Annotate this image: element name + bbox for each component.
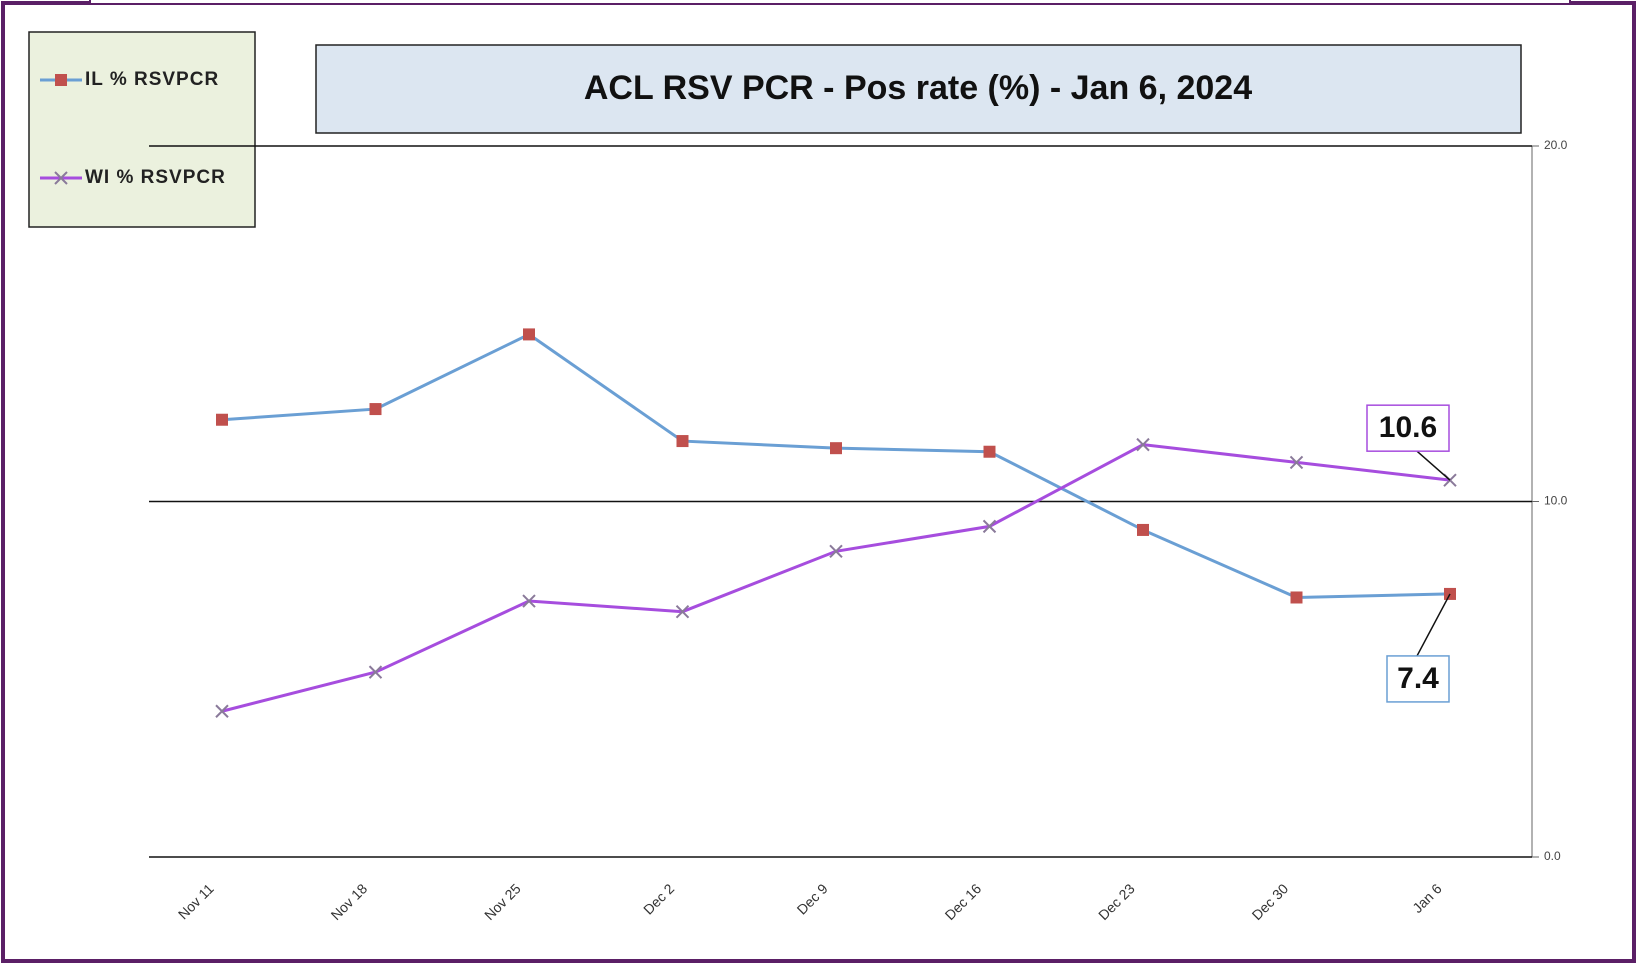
marker <box>1290 591 1303 604</box>
marker <box>369 403 382 416</box>
marker <box>1136 437 1150 452</box>
legend-label: IL % RSVPCR <box>85 69 219 90</box>
y-tick-label: 0.0 <box>1544 849 1561 863</box>
y-tick-label: 10.0 <box>1544 494 1568 508</box>
marker <box>675 604 690 619</box>
marker <box>215 704 229 718</box>
callout-box <box>1386 655 1450 703</box>
marker <box>829 544 843 558</box>
y-tick-label: 20.0 <box>1544 138 1568 152</box>
top-box <box>89 0 1571 5</box>
legend-label: WI % RSVPCR <box>85 167 226 188</box>
marker <box>54 171 68 185</box>
marker <box>830 442 842 455</box>
title-box <box>315 44 1522 134</box>
marker <box>368 665 383 679</box>
marker <box>1137 523 1149 536</box>
marker <box>982 519 997 534</box>
data-label: 10.6 <box>1379 411 1437 444</box>
marker <box>216 413 228 426</box>
legend <box>28 31 256 228</box>
marker <box>676 435 689 448</box>
marker <box>523 328 535 341</box>
data-label: 7.4 <box>1397 662 1439 695</box>
marker <box>983 445 996 458</box>
callout-leader <box>1416 593 1451 657</box>
marker <box>522 594 536 608</box>
chart-title: ACL RSV PCR - Pos rate (%) - Jan 6, 2024 <box>584 69 1252 107</box>
callout-leader <box>1416 450 1451 481</box>
callout-box <box>1366 404 1450 452</box>
marker <box>55 74 67 86</box>
marker <box>1289 455 1304 470</box>
